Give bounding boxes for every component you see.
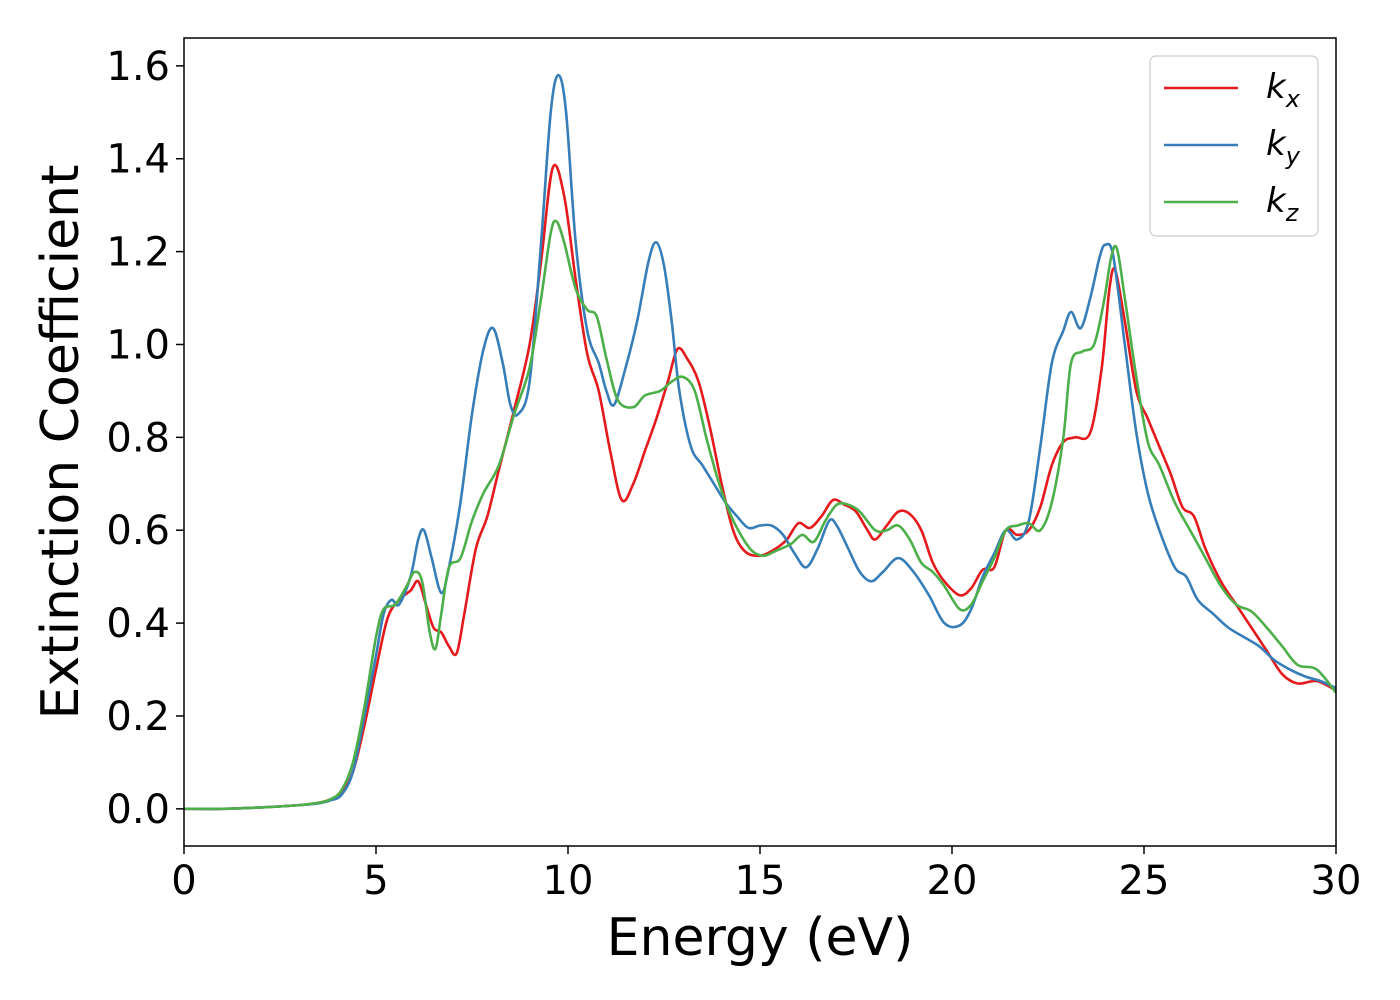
- y-tick-label: 0.8: [106, 415, 170, 461]
- y-tick-label: 1.6: [106, 44, 170, 90]
- y-axis: 0.0 0.2 0.4 0.6 0.8 1.0 1.2 1.4 1.6: [106, 44, 184, 833]
- series-layer: [184, 73, 1336, 811]
- x-tick-label: 25: [1119, 858, 1170, 904]
- series-line-y: [184, 73, 1336, 811]
- x-axis-title: Energy (eV): [607, 908, 914, 968]
- series-line-z: [184, 219, 1336, 811]
- x-tick-label: 20: [927, 858, 978, 904]
- x-tick-label: 30: [1311, 858, 1362, 904]
- x-tick-label: 0: [171, 858, 196, 904]
- y-tick-label: 1.4: [106, 137, 170, 183]
- y-tick-label: 0.4: [106, 601, 170, 647]
- legend-label-y: ky: [1266, 124, 1301, 170]
- x-tick-label: 10: [543, 858, 594, 904]
- y-tick-label: 0.6: [106, 508, 170, 554]
- legend-label-z: kz: [1266, 181, 1300, 227]
- x-tick-label: 5: [363, 858, 388, 904]
- legend: kx ky kz: [1149, 55, 1319, 237]
- legend-label-x: kx: [1266, 67, 1301, 113]
- y-tick-label: 1.0: [106, 322, 170, 368]
- y-tick-label: 1.2: [106, 230, 170, 276]
- y-tick-label: 0.2: [106, 694, 170, 740]
- series-line-x: [184, 163, 1336, 811]
- x-axis: 0 5 10 15 20 25 30: [171, 846, 1361, 904]
- y-tick-label: 0.0: [106, 787, 170, 833]
- x-tick-label: 15: [735, 858, 786, 904]
- y-axis-title: Extinction Coefficient: [31, 165, 91, 720]
